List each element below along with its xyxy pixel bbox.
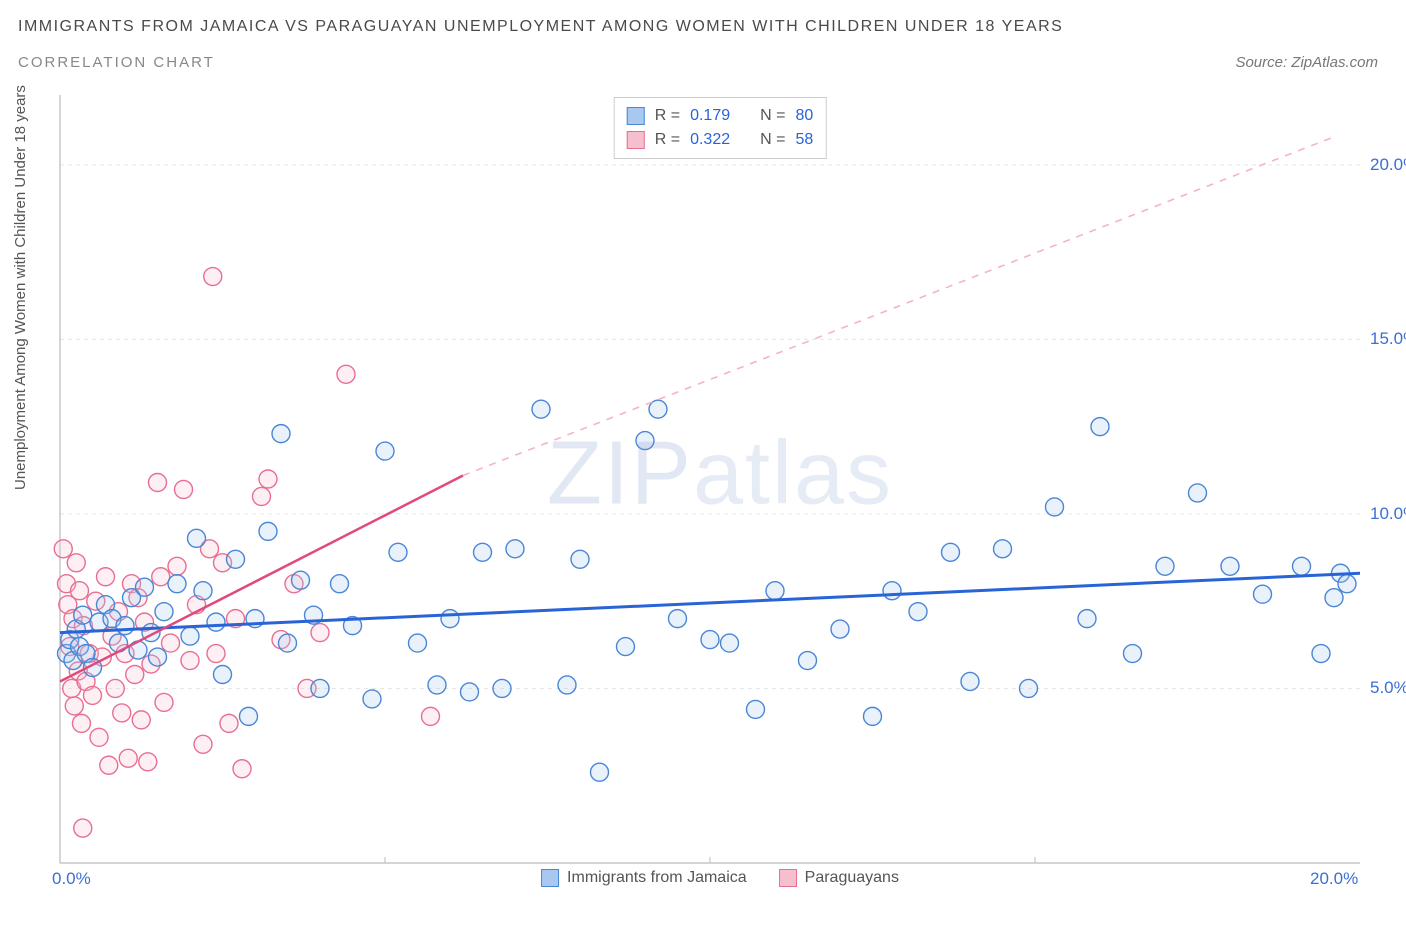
chart-title: IMMIGRANTS FROM JAMAICA VS PARAGUAYAN UN… <box>18 18 1063 36</box>
source-attribution: Source: ZipAtlas.com <box>1235 54 1378 71</box>
legend-correlation-row: R = 0.179 N = 80 <box>627 104 814 128</box>
legend-n-label: N = <box>760 128 785 152</box>
legend-series-item: Paraguayans <box>779 869 899 887</box>
y-axis-label: Unemployment Among Women with Children U… <box>12 85 29 490</box>
legend-n-value: 58 <box>795 128 813 152</box>
scatter-plot-svg <box>60 95 1360 885</box>
legend-n-value: 80 <box>795 104 813 128</box>
legend-correlation-row: R = 0.322 N = 58 <box>627 128 814 152</box>
y-tick-label: 15.0% <box>1370 329 1406 349</box>
y-tick-label: 20.0% <box>1370 155 1406 175</box>
legend-r-value: 0.322 <box>690 128 730 152</box>
legend-n-label: N = <box>760 104 785 128</box>
legend-swatch <box>779 869 797 887</box>
legend-swatch <box>627 107 645 125</box>
y-tick-label: 10.0% <box>1370 504 1406 524</box>
legend-correlation: R = 0.179 N = 80 R = 0.322 N = 58 <box>614 97 827 159</box>
chart-subtitle: CORRELATION CHART <box>18 54 215 71</box>
legend-r-label: R = <box>655 128 680 152</box>
legend-series-item: Immigrants from Jamaica <box>541 869 747 887</box>
legend-r-value: 0.179 <box>690 104 730 128</box>
y-tick-label: 5.0% <box>1370 678 1406 698</box>
legend-r-label: R = <box>655 104 680 128</box>
legend-series-label: Immigrants from Jamaica <box>567 869 747 887</box>
x-tick-label: 20.0% <box>1310 869 1358 889</box>
legend-series: Immigrants from Jamaica Paraguayans <box>541 869 899 887</box>
x-tick-label: 0.0% <box>52 869 91 889</box>
legend-swatch <box>541 869 559 887</box>
legend-series-label: Paraguayans <box>805 869 899 887</box>
legend-swatch <box>627 131 645 149</box>
chart-area: ZIPatlas R =0.179N =80R =0.322N =58 Immi… <box>60 95 1380 885</box>
